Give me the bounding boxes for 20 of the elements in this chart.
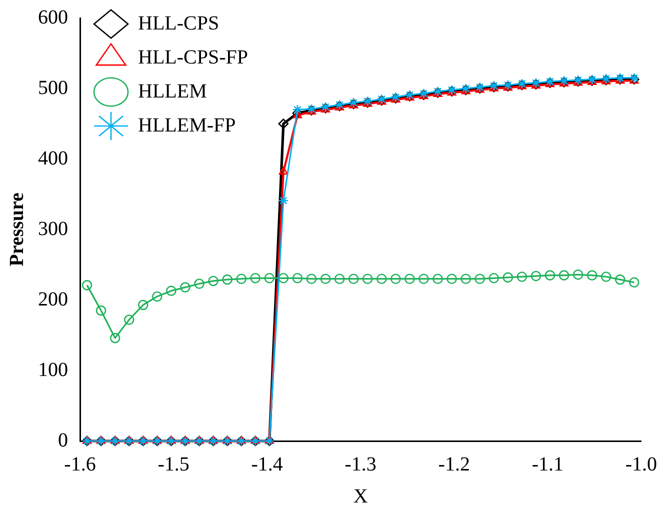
y-tick-label: 200 bbox=[38, 288, 68, 310]
y-tick-label: 400 bbox=[38, 147, 68, 170]
x-tick-label: -1.5 bbox=[158, 453, 190, 476]
legend-label: HLL-CPS bbox=[138, 12, 220, 34]
legend-label: HLLEM-FP bbox=[138, 114, 236, 136]
x-tick-label: -1.0 bbox=[625, 453, 658, 476]
x-axis-title: X bbox=[353, 485, 368, 508]
y-axis-title: Pressure bbox=[6, 192, 28, 266]
y-tick-label: 300 bbox=[38, 218, 68, 240]
y-tick-label: 600 bbox=[38, 6, 68, 28]
legend-label: HLL-CPS-FP bbox=[138, 46, 248, 68]
legend-label: HLLEM bbox=[138, 80, 208, 102]
x-tick-label: -1.3 bbox=[344, 453, 376, 476]
x-tick-label: -1.2 bbox=[438, 453, 470, 476]
y-tick-label: 0 bbox=[58, 429, 68, 452]
y-tick-label: 100 bbox=[38, 358, 68, 381]
x-tick-label: -1.4 bbox=[251, 453, 283, 476]
x-tick-label: -1.1 bbox=[532, 453, 564, 476]
x-tick-label: -1.6 bbox=[64, 453, 96, 476]
y-tick-label: 500 bbox=[38, 76, 68, 99]
